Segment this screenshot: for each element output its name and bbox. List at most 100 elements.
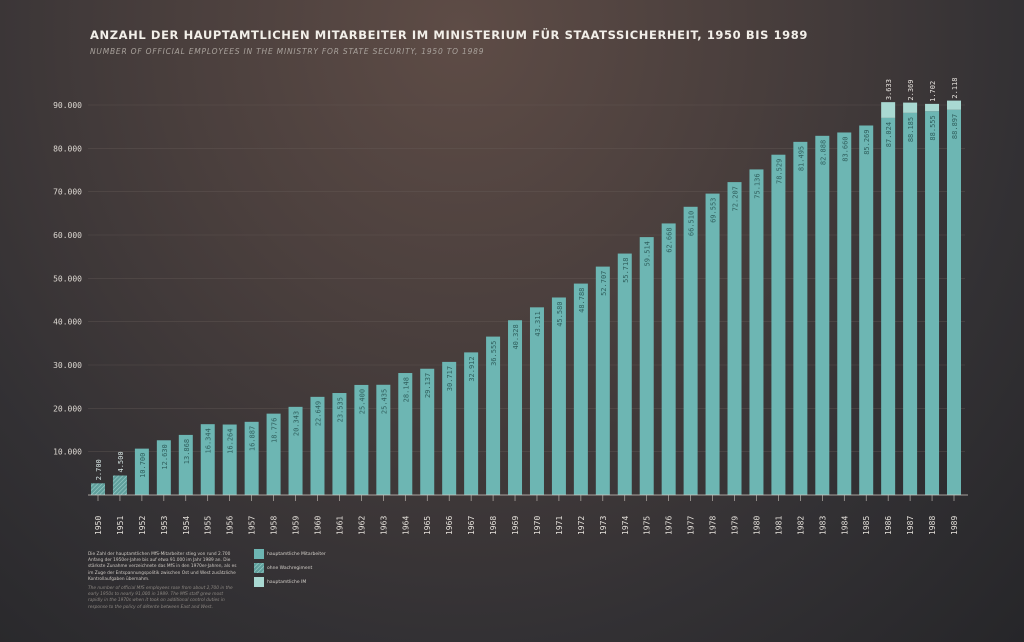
bar-im-value-label: 3.633: [885, 79, 893, 100]
x-tick-label: 1984: [840, 516, 849, 535]
bar-1950: [91, 483, 105, 495]
notes-english: The number of official MfS employees ros…: [88, 586, 233, 610]
bar-1965: [420, 368, 435, 495]
notes-german: Die Zahl der hauptamtlichen MfS-Mitarbei…: [88, 552, 237, 582]
x-tick-label: 1950: [94, 516, 103, 535]
x-tick-label: 1958: [270, 516, 279, 535]
bar-1964: [398, 373, 413, 495]
bar-value-label: 83.660: [841, 136, 849, 161]
bar-1972: [573, 283, 588, 495]
bar-1952: [134, 448, 149, 495]
bar-value-label: 88.897: [951, 114, 959, 139]
bar-value-label: 25.400: [358, 389, 366, 414]
x-tick-label: 1983: [818, 516, 827, 535]
x-tick-label: 1967: [467, 516, 476, 535]
x-tick-label: 1987: [906, 516, 915, 535]
x-tick-label: 1989: [950, 516, 959, 535]
bar-value-label: 75.136: [753, 173, 761, 198]
x-tick-label: 1969: [511, 516, 520, 535]
x-tick-label: 1980: [752, 516, 761, 535]
x-tick-label: 1988: [928, 516, 937, 535]
bar-1963: [376, 384, 391, 495]
bar-value-label: 62.668: [666, 227, 674, 252]
bar-value-label: 12.630: [161, 444, 169, 469]
bar-1988: [925, 111, 940, 496]
bar-1984: [837, 132, 852, 495]
legend-item-im: hauptamtliche IM: [254, 577, 326, 587]
bar-1981: [771, 154, 786, 495]
y-tick-label: 30.000: [53, 361, 82, 370]
x-tick-label: 1951: [116, 516, 125, 535]
bar-1960: [310, 396, 325, 495]
bar-value-label: 22.649: [314, 401, 322, 426]
bar-1974: [617, 253, 632, 495]
bar-1957: [244, 421, 259, 495]
bar-im-1988: [925, 103, 940, 112]
bar-value-label: 52.707: [600, 271, 608, 296]
explanatory-notes: Die Zahl der hauptamtlichen MfS-Mitarbei…: [88, 552, 238, 611]
legend-item-mitarbeiter: hauptamtliche Mitarbeiter: [254, 549, 326, 559]
bar-1980: [749, 169, 764, 496]
x-tick-label: 1968: [489, 516, 498, 535]
bar-value-label: 18.776: [271, 418, 279, 443]
bar-value-label: 4.500: [117, 451, 125, 472]
y-tick-label: 80.000: [53, 144, 82, 153]
bar-1983: [815, 135, 830, 495]
x-tick-label: 1959: [292, 516, 301, 535]
y-tick-label: 50.000: [53, 274, 82, 283]
bar-1968: [486, 336, 501, 495]
bar-1973: [595, 266, 610, 495]
bar-im-1987: [903, 102, 918, 113]
x-tick-label: 1964: [401, 516, 410, 535]
chart-title: ANZAHL DER HAUPTAMTLICHEN MITARBEITER IM…: [90, 28, 808, 42]
y-tick-label: 70.000: [53, 188, 82, 197]
bar-1987: [903, 112, 918, 496]
bar-value-label: 66.510: [688, 211, 696, 236]
bar-value-label: 59.514: [644, 241, 652, 266]
bar-value-label: 29.137: [424, 373, 432, 398]
bar-value-label: 87.024: [885, 122, 893, 147]
bar-value-label: 16.264: [227, 429, 235, 454]
bar-1982: [793, 141, 808, 496]
x-tick-label: 1981: [774, 516, 783, 535]
bar-value-label: 78.529: [775, 159, 783, 184]
chart-subtitle: NUMBER OF OFFICIAL EMPLOYEES IN THE MINI…: [90, 47, 485, 56]
x-tick-label: 1955: [204, 516, 213, 535]
bar-1961: [332, 393, 347, 495]
bar-value-label: 81.495: [797, 146, 805, 171]
x-tick-label: 1957: [248, 516, 257, 535]
bar-1975: [639, 237, 654, 495]
bar-1969: [508, 320, 523, 495]
legend-item-ohne-wachregiment: ohne Wachregiment: [254, 563, 326, 573]
bar-1956: [222, 424, 237, 495]
legend-swatch-hatched: [254, 563, 264, 573]
bar-1985: [859, 125, 874, 495]
bar-value-label: 32.912: [468, 356, 476, 381]
bar-1967: [464, 352, 479, 495]
x-tick-label: 1979: [731, 516, 740, 535]
bar-1959: [288, 406, 303, 495]
bar-value-label: 28.148: [402, 377, 410, 402]
legend-swatch: [254, 549, 264, 559]
x-tick-label: 1956: [226, 516, 235, 535]
bar-1951: [112, 475, 127, 495]
bar-value-label: 25.435: [380, 389, 388, 414]
bar-value-label: 2.700: [95, 459, 103, 480]
x-tick-label: 1965: [423, 516, 432, 535]
bar-value-label: 85.269: [863, 130, 871, 155]
x-tick-label: 1976: [665, 516, 674, 535]
legend: hauptamtliche Mitarbeiter ohne Wachregim…: [254, 549, 326, 591]
bar-value-label: 88.185: [907, 117, 915, 142]
x-tick-label: 1986: [884, 516, 893, 535]
x-tick-label: 1972: [577, 516, 586, 535]
x-tick-label: 1974: [621, 516, 630, 535]
x-tick-label: 1952: [138, 516, 147, 535]
x-tick-label: 1970: [533, 516, 542, 535]
bar-value-label: 82.888: [819, 140, 827, 165]
x-tick-label: 1978: [709, 516, 718, 535]
bar-im-1989: [947, 100, 961, 110]
x-tick-label: 1961: [335, 516, 344, 535]
legend-label: hauptamtliche Mitarbeiter: [267, 551, 326, 557]
x-tick-label: 1960: [313, 516, 322, 535]
